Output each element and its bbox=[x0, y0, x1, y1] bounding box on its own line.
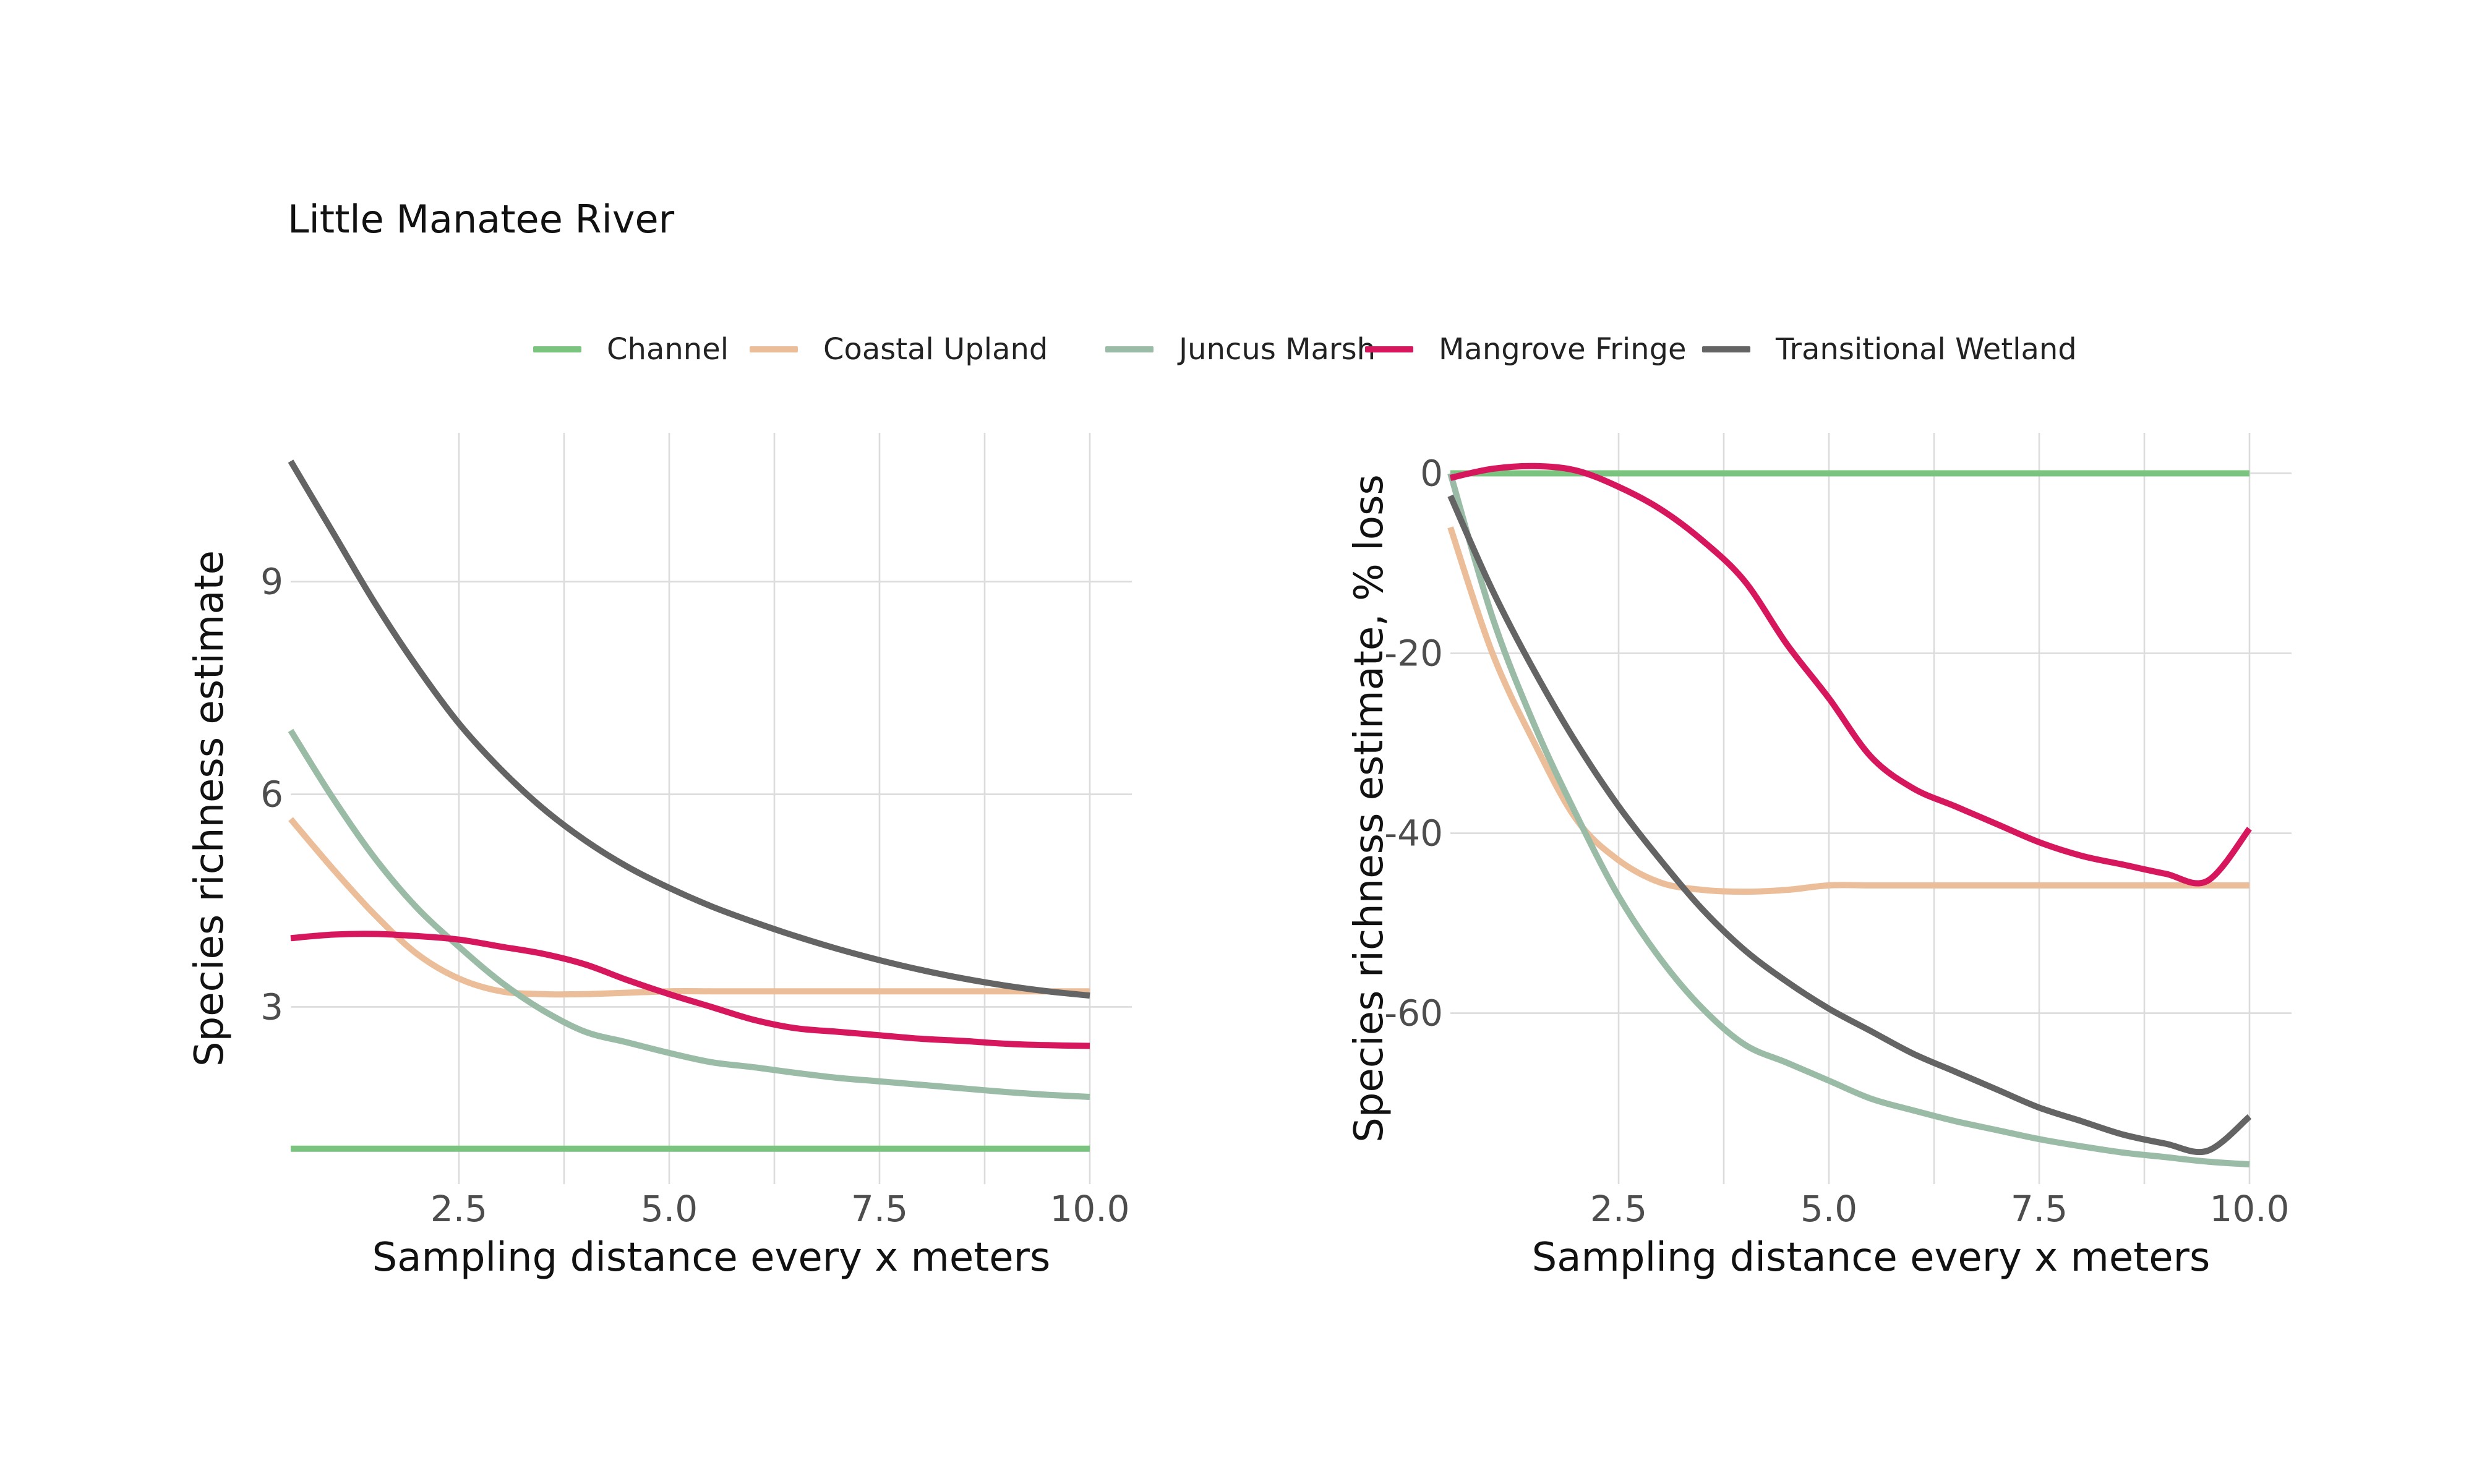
legend-swatch bbox=[1702, 346, 1750, 352]
series-line-mangrove-fringe bbox=[1449, 463, 2252, 887]
legend-swatch bbox=[750, 346, 798, 352]
legend-label: Coastal Upland bbox=[823, 332, 1048, 367]
x-tick-label: 10.0 bbox=[1050, 1188, 1129, 1230]
series-line-juncus-marsh bbox=[288, 728, 1090, 1100]
series-line-coastal-upland bbox=[1447, 526, 2250, 895]
plot-panel-left: 2.5 5.0 7.5 10.0 3 6 9 Sampling distance every … bbox=[187, 433, 1132, 1281]
y-tick-label: -20 bbox=[1384, 632, 1443, 674]
legend-label: Juncus Marsh bbox=[1179, 332, 1376, 367]
legend-item-channel: Channel bbox=[533, 325, 729, 374]
y-tick-label: 9 bbox=[260, 561, 283, 603]
series-line-transitional-wetland bbox=[288, 459, 1090, 999]
x-tick-label: 5.0 bbox=[641, 1188, 698, 1230]
x-axis-title: Sampling distance every x meters bbox=[1532, 1235, 2211, 1281]
y-tick-label: -60 bbox=[1384, 992, 1443, 1034]
legend-item-coastal-upland: Coastal Upland bbox=[750, 325, 1048, 374]
x-tick-label: 5.0 bbox=[1800, 1188, 1857, 1230]
legend-label: Transitional Wetland bbox=[1776, 332, 2077, 367]
plot-panel-right: 2.5 5.0 7.5 10.0 0 -20 -40 -60 Sampling distance… bbox=[1346, 433, 2292, 1281]
legend-item-juncus-marsh: Juncus Marsh bbox=[1105, 325, 1376, 374]
x-axis-title: Sampling distance every x meters bbox=[372, 1235, 1051, 1281]
x-tick-label: 2.5 bbox=[430, 1188, 487, 1230]
legend: Channel Coastal Upland Juncus Marsh Mangrov… bbox=[0, 325, 2474, 374]
x-tick-label: 10.0 bbox=[2209, 1188, 2289, 1230]
x-tick-label: 7.5 bbox=[851, 1188, 908, 1230]
y-tick-label: 3 bbox=[260, 986, 283, 1028]
y-axis-title: Species richness estimate, % loss bbox=[1346, 474, 1392, 1143]
legend-item-transitional-wetland: Transitional Wetland bbox=[1702, 325, 2077, 374]
series-line-transitional-wetland bbox=[1447, 494, 2252, 1156]
legend-item-mangrove-fringe: Mangrove Fringe bbox=[1365, 325, 1687, 374]
series-line-juncus-marsh bbox=[1447, 472, 2250, 1167]
legend-label: Mangrove Fringe bbox=[1439, 332, 1687, 367]
legend-label: Channel bbox=[607, 332, 729, 367]
series-line-mangrove-fringe bbox=[290, 931, 1090, 1049]
y-tick-label: 0 bbox=[1420, 452, 1443, 494]
legend-swatch bbox=[1365, 346, 1413, 352]
y-tick-label: -40 bbox=[1384, 812, 1443, 855]
y-axis-title: Species richness estimate bbox=[187, 550, 233, 1067]
x-tick-label: 7.5 bbox=[2011, 1188, 2068, 1230]
y-tick-label: 6 bbox=[260, 774, 283, 816]
legend-swatch bbox=[1105, 346, 1154, 352]
series-line-coastal-upland bbox=[288, 817, 1090, 998]
chart-title: Little Manatee River bbox=[288, 197, 675, 242]
legend-swatch bbox=[533, 346, 581, 352]
x-tick-label: 2.5 bbox=[1590, 1188, 1647, 1230]
